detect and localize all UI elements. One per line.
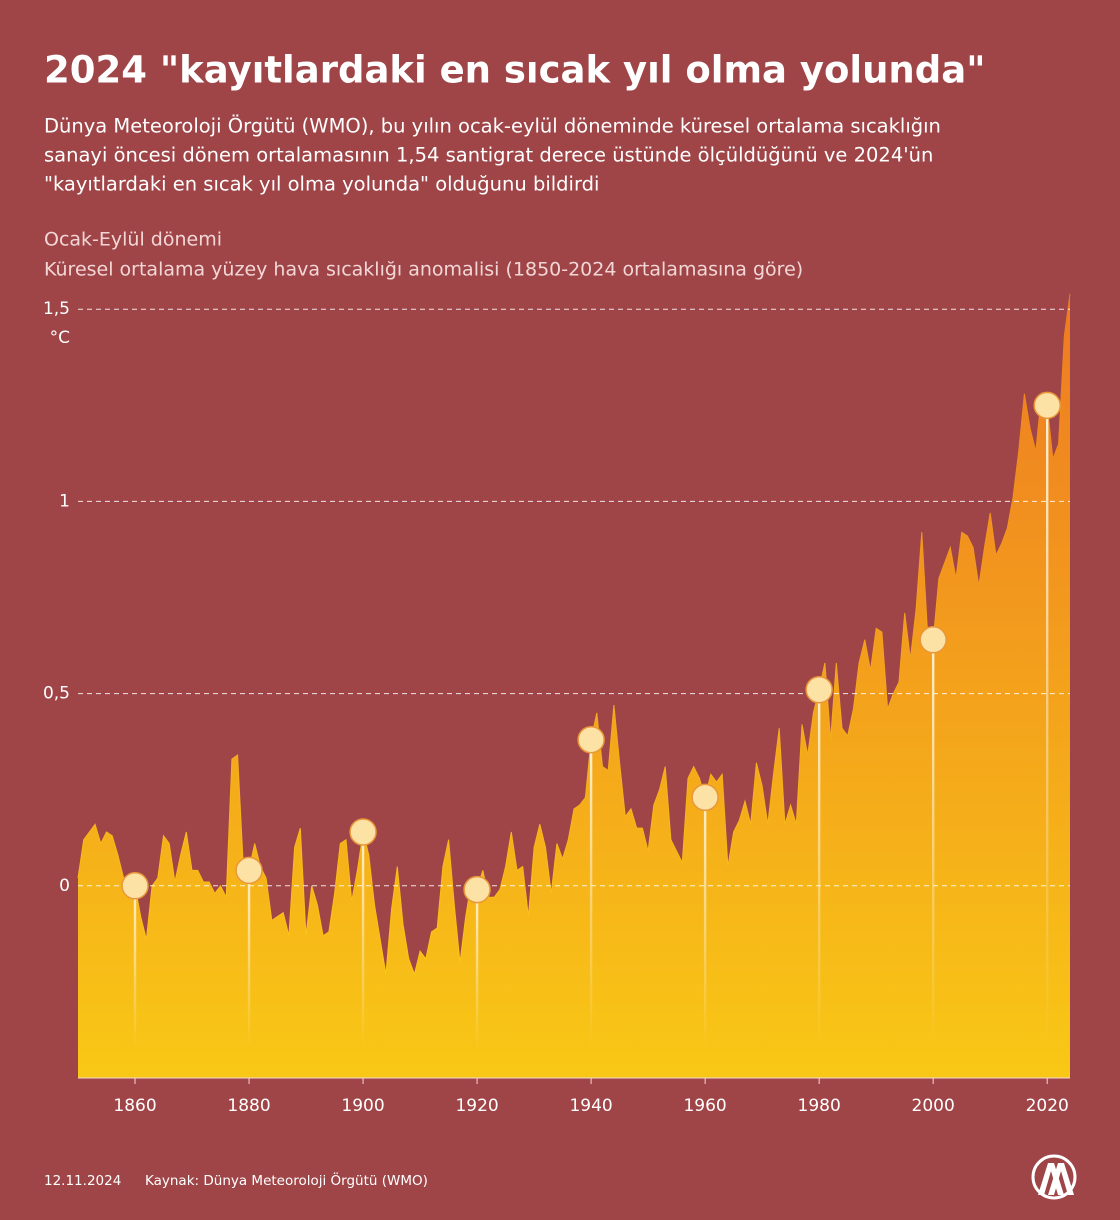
logo <box>1031 1154 1077 1200</box>
marker-stem <box>475 889 479 1048</box>
date: 12.11.2024 <box>44 1173 121 1189</box>
marker-stem <box>133 885 137 1048</box>
marker <box>463 875 491 904</box>
marker-stem <box>817 689 821 1048</box>
y-tick-label: 1 <box>59 491 70 511</box>
y-unit: °C <box>50 328 70 348</box>
marker <box>349 818 377 846</box>
y-tick-label: 0,5 <box>43 684 70 704</box>
source: Kaynak: Dünya Meteoroloji Örgütü (WMO) <box>145 1171 428 1189</box>
marker <box>235 856 263 885</box>
y-tick-label: 0 <box>59 876 70 896</box>
x-tick-label: 1960 <box>683 1096 726 1116</box>
subtitle: sanayi öncesi dönem ortalamasının 1,54 s… <box>44 144 933 167</box>
y-tick-label: 1,5 <box>43 299 70 319</box>
marker <box>919 626 947 654</box>
marker <box>121 872 149 900</box>
marker-stem <box>1045 405 1049 1048</box>
x-tick-label: 2000 <box>912 1096 955 1116</box>
subtitle: "kayıtlardaki en sıcak yıl olma yolunda"… <box>44 173 599 196</box>
marker-stem <box>589 739 593 1048</box>
marker-stem <box>247 870 251 1048</box>
subtitle: Dünya Meteoroloji Örgütü (WMO), bu yılın… <box>44 115 941 138</box>
marker-stem <box>931 639 935 1048</box>
area-fill <box>78 293 1070 1078</box>
x-tick-label: 1880 <box>227 1096 270 1116</box>
x-tick-label: 2020 <box>1026 1096 1069 1116</box>
x-tick-label: 1860 <box>113 1096 156 1116</box>
marker-stem <box>361 831 365 1048</box>
marker-stem <box>703 797 707 1048</box>
marker <box>577 725 605 754</box>
x-tick-label: 1900 <box>341 1096 384 1116</box>
period-label: Ocak-Eylül dönemi <box>44 229 222 251</box>
chart-title: 2024 "kayıtlardaki en sıcak yıl olma yol… <box>44 49 986 92</box>
marker <box>1033 391 1061 420</box>
marker <box>805 676 833 704</box>
y-axis-label: Küresel ortalama yüzey hava sıcaklığı an… <box>44 259 803 281</box>
x-tick-label: 1980 <box>798 1096 841 1116</box>
x-tick-label: 1940 <box>569 1096 612 1116</box>
x-tick-label: 1920 <box>455 1096 498 1116</box>
marker <box>691 783 719 812</box>
